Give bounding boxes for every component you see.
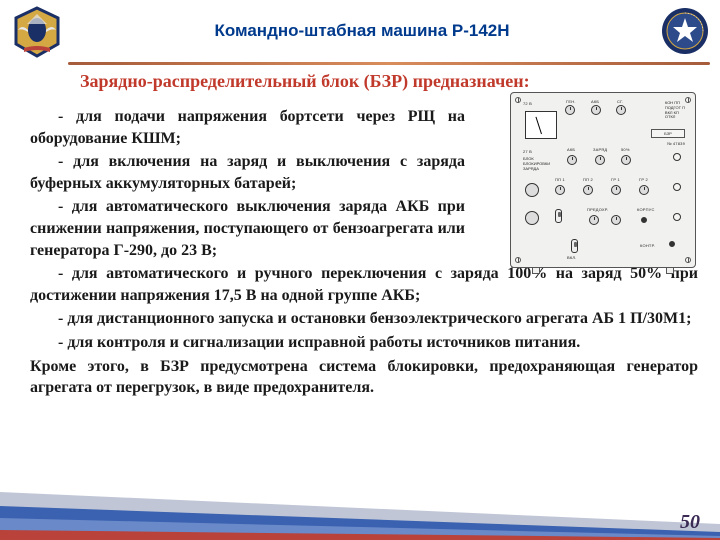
header-title: Командно-штабная машина Р-142Н	[64, 21, 660, 41]
device-panel: 72 В ГЕН. АКБ СГ. КОН ПП ПОДГОТ П ВКЛ КП…	[510, 92, 696, 268]
closing-para: Кроме этого, в БЗР предусмотрена система…	[30, 356, 698, 399]
bullet-3: - для автоматического выключения заряда …	[30, 196, 465, 261]
footer-stripes	[0, 466, 720, 540]
bullet-6: - для контроля и сигнализации исправной …	[30, 332, 698, 354]
emblem-left	[10, 4, 64, 58]
bullet-2: - для включения на заряд и выключения с …	[30, 151, 465, 194]
bullet-1: - для подачи напряжения бортсети через Р…	[30, 106, 465, 149]
emblem-right	[660, 6, 710, 56]
bullet-4: - для автоматического и ручного переключ…	[30, 263, 698, 306]
page-number: 50	[680, 511, 700, 534]
header-rule	[68, 62, 710, 65]
subtitle: Зарядно-распределительный блок (БЗР) пре…	[80, 71, 704, 92]
bullet-5: - для дистанционного запуска и остановки…	[30, 308, 698, 330]
